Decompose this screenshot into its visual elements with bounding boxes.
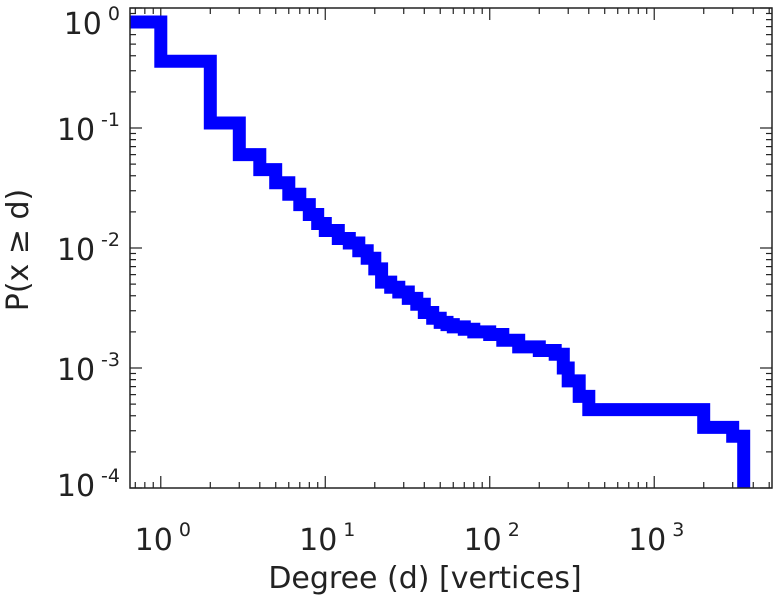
tick-base: 10 [464,523,502,558]
x-tick-label: 10 0 [135,519,191,558]
y-tick-label: 10 0 [64,3,120,42]
tick-exponent: -1 [101,109,120,131]
x-tick-label: 10 3 [628,519,684,558]
x-tick-label: 10 1 [299,519,355,558]
y-tick-label: 10 -4 [57,465,120,504]
tick-base: 10 [299,523,337,558]
tick-exponent: 0 [108,3,120,25]
tick-exponent: -2 [101,229,120,251]
x-tick-label: 10 2 [464,519,520,558]
tick-base: 10 [64,7,102,42]
tick-exponent: -4 [101,465,120,487]
y-tick-label: 10 -1 [57,109,120,148]
tick-base: 10 [628,523,666,558]
tick-base: 10 [57,113,95,148]
tick-base: 10 [57,353,95,388]
y-tick-labels: 10 0 10 -1 10 -2 10 -3 10 -4 [57,3,120,504]
tick-exponent: 0 [179,519,191,541]
x-tick-labels: 10 0 10 1 10 2 10 3 [135,519,685,558]
y-tick-label: 10 -2 [57,229,120,268]
tick-base: 10 [57,233,95,268]
tick-exponent: 3 [672,519,684,541]
x-axis-label: Degree (d) [vertices] [268,561,581,596]
series-step-line [130,15,751,488]
tick-exponent: 1 [343,519,355,541]
plot-series [130,15,751,488]
tick-exponent: -3 [101,349,120,371]
tick-base: 10 [135,523,173,558]
plot-frame [129,7,773,489]
y-axis-label: P(x ≥ d) [1,189,36,312]
y-tick-label: 10 -3 [57,349,120,388]
tick-exponent: 2 [508,519,520,541]
tick-base: 10 [57,469,95,504]
